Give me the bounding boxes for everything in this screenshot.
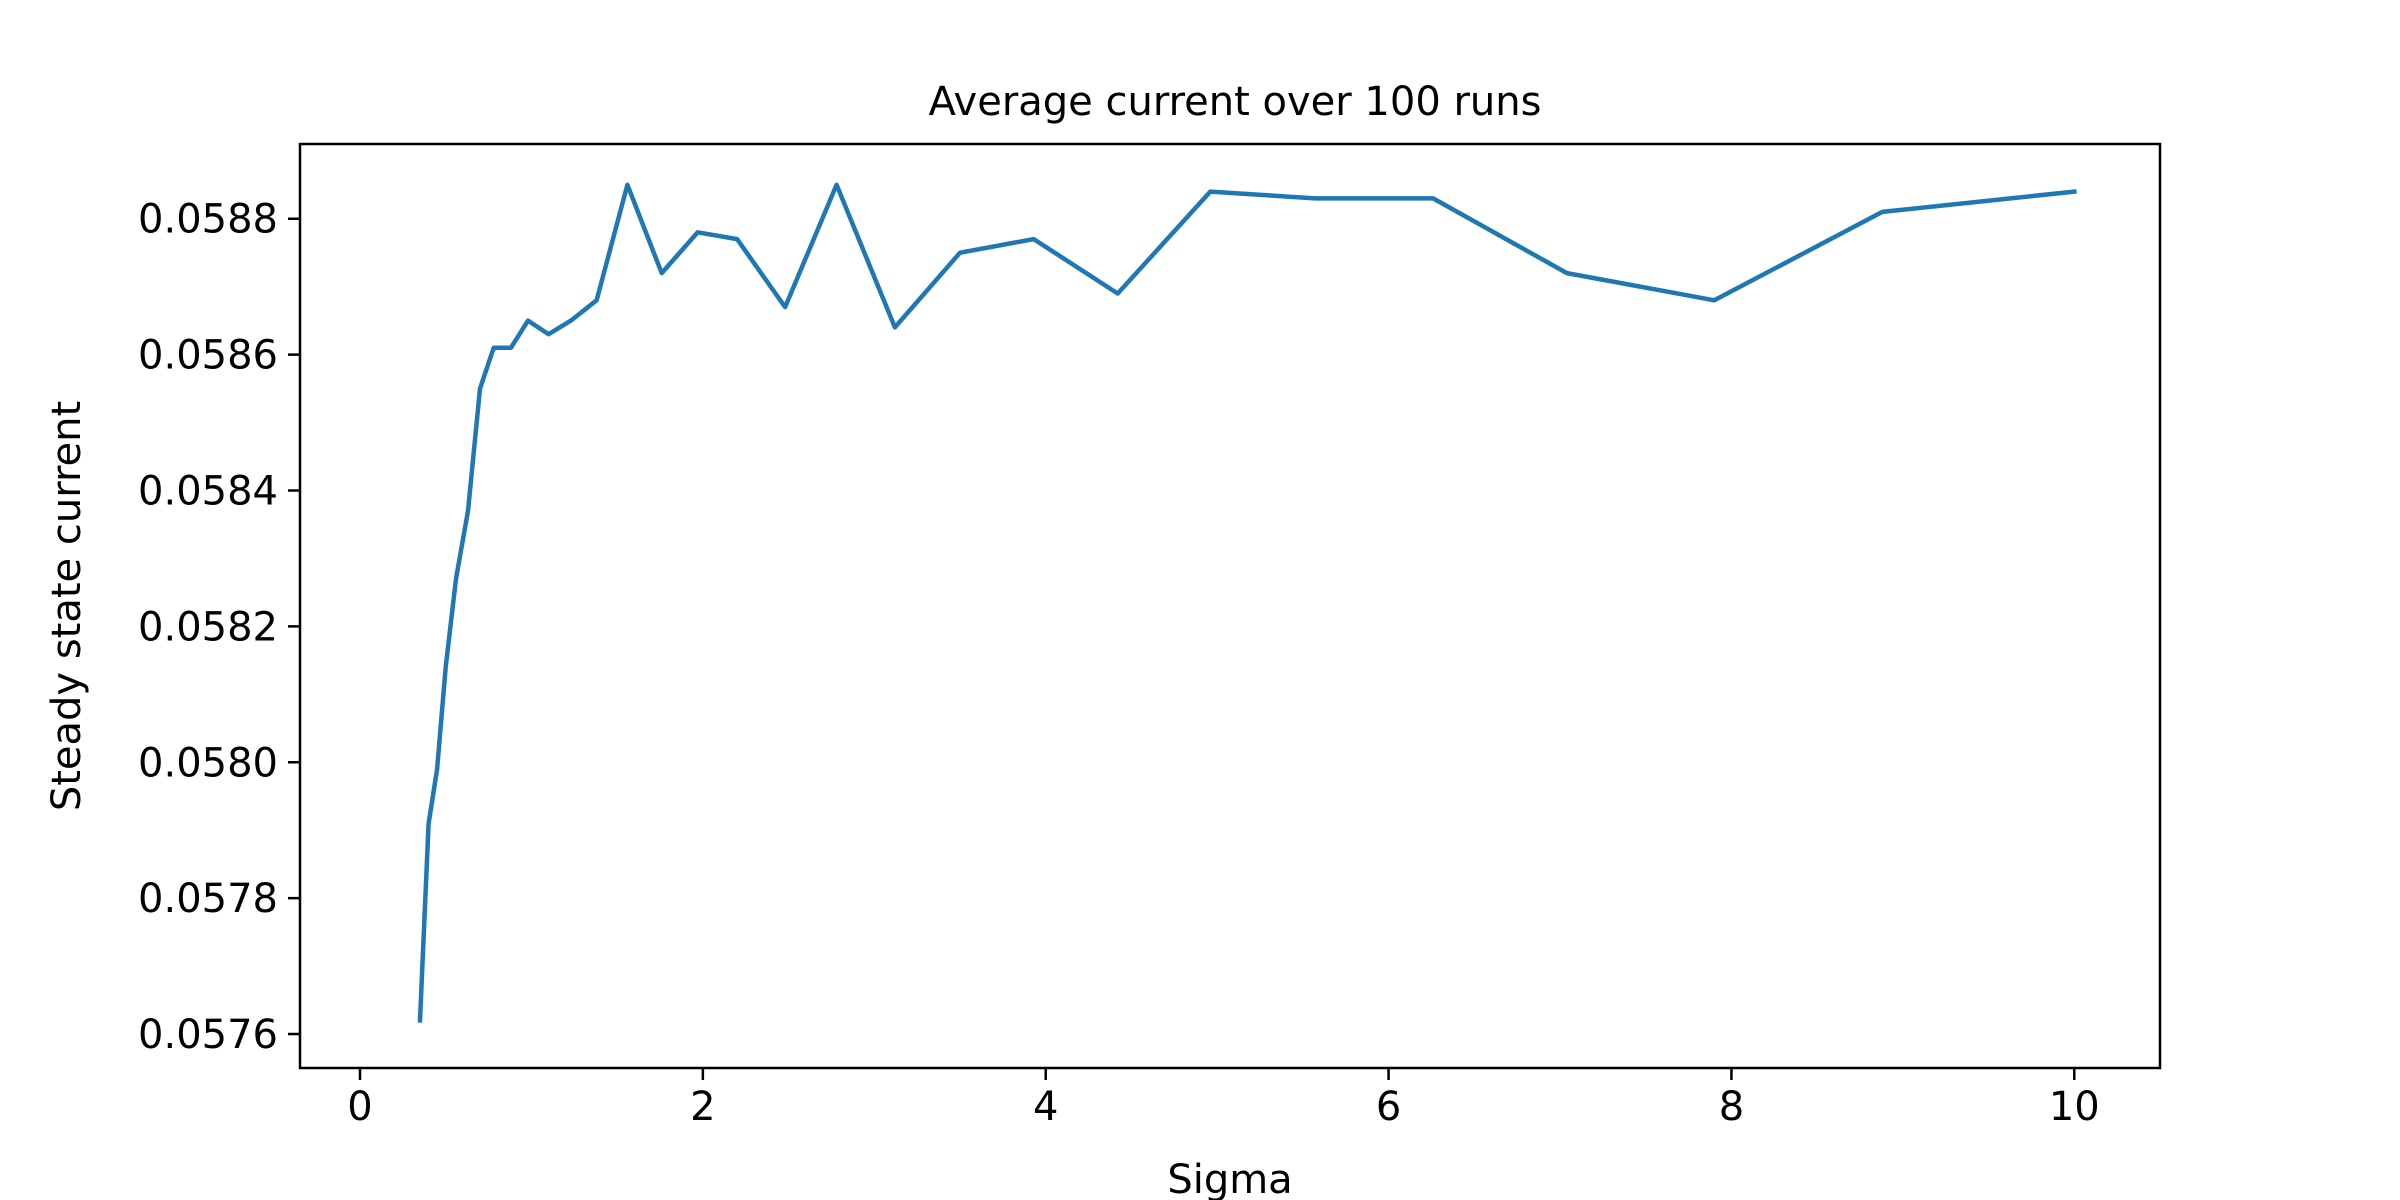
y-tick-label: 0.0586: [138, 333, 278, 379]
series-line-0: [417, 182, 2077, 1023]
y-tick-label: 0.0580: [138, 740, 278, 786]
x-tick-label: 2: [690, 1084, 715, 1130]
y-axis-label: Steady state current: [44, 401, 90, 811]
y-tick-label: 0.0578: [138, 876, 278, 922]
x-tick-label: 6: [1376, 1084, 1401, 1130]
x-tick-label: 10: [2049, 1084, 2100, 1130]
y-tick-label: 0.0582: [138, 604, 278, 650]
x-axis: 0 2 4 6 8 10: [347, 1068, 2100, 1130]
y-tick-label: 0.0584: [138, 469, 278, 515]
plot-area: [417, 182, 2077, 1023]
y-tick-label: 0.0576: [138, 1012, 278, 1058]
y-axis: 0.0576 0.0578 0.0580 0.0582 0.0584 0.0586 0.05…: [138, 197, 300, 1058]
x-axis-label: Sigma: [1167, 1157, 1292, 1200]
plot-frame: [298, 142, 2162, 1070]
x-tick-label: 4: [1033, 1084, 1058, 1130]
chart-title: Average current over 100 runs: [929, 79, 1542, 125]
x-tick-label: 0: [347, 1084, 372, 1130]
y-tick-label: 0.0588: [138, 197, 278, 243]
x-tick-label: 8: [1719, 1084, 1744, 1130]
